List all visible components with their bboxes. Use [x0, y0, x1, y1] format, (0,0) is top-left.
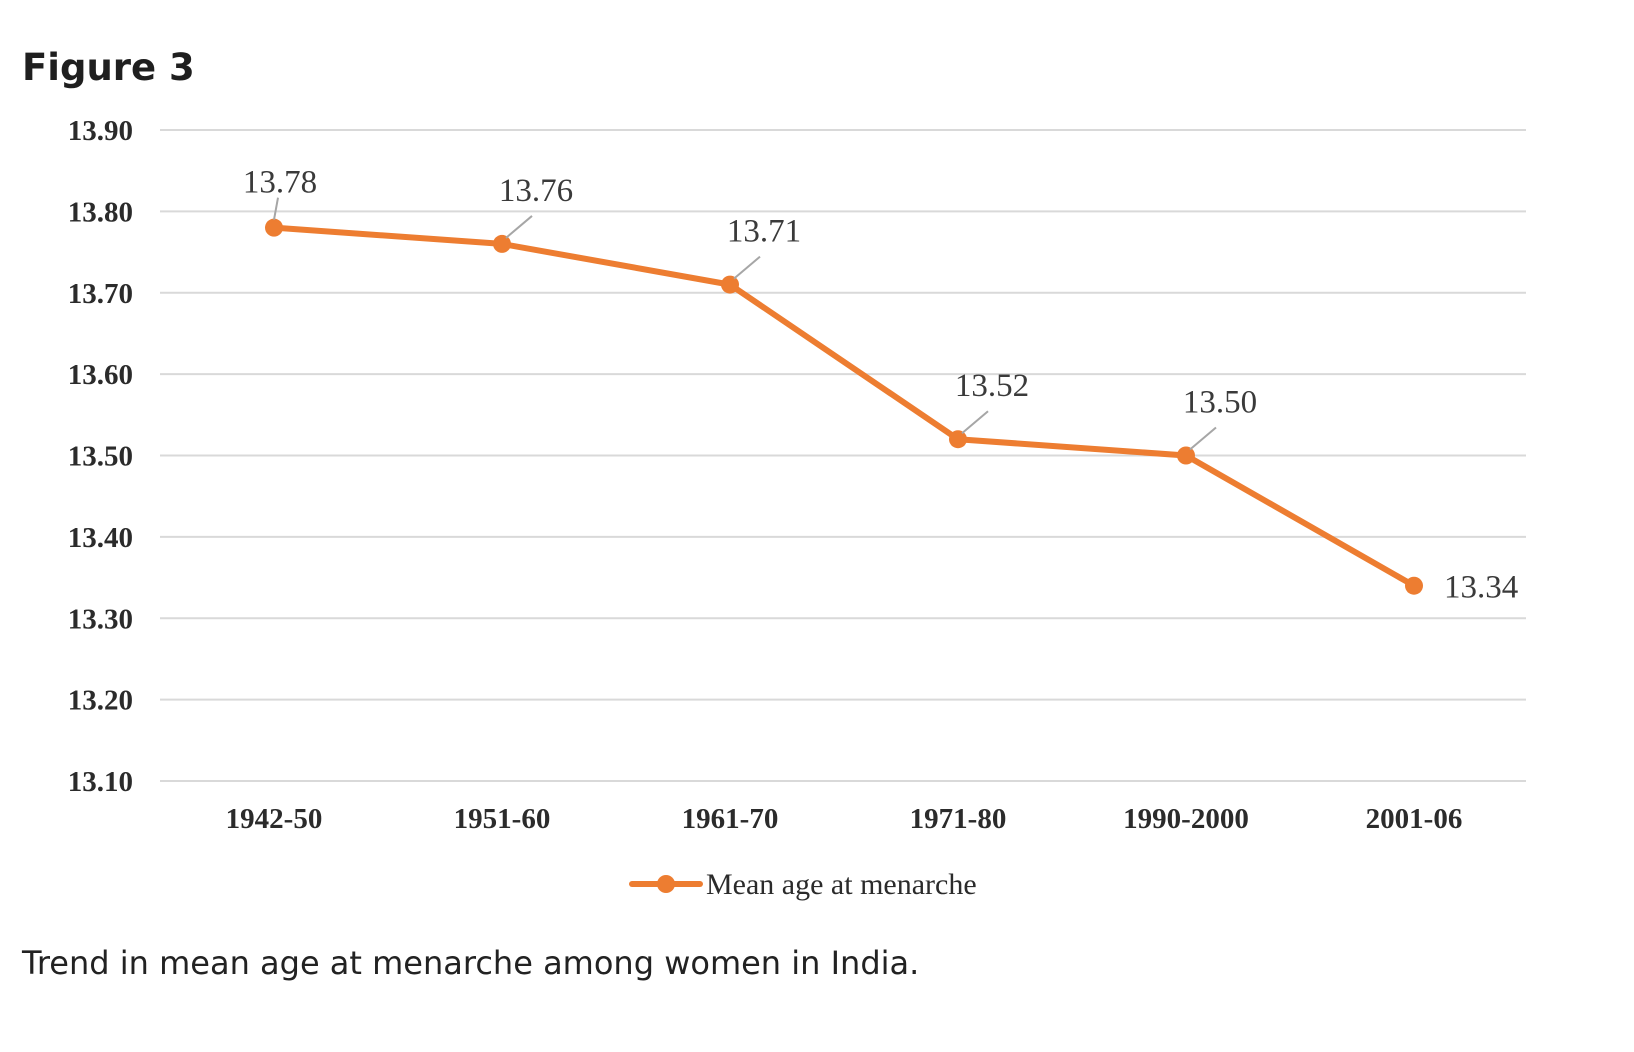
y-tick-label: 13.70 [68, 278, 133, 310]
legend-swatch-marker [657, 875, 675, 893]
y-tick-label: 13.80 [68, 196, 133, 228]
y-tick-label: 13.60 [68, 359, 133, 391]
leader-line [733, 255, 761, 280]
y-tick-label: 13.30 [68, 603, 133, 635]
y-tick-label: 13.20 [68, 685, 133, 717]
data-labels: 13.78 13.76 13.71 13.52 13.50 13.34 [243, 165, 1518, 606]
x-tick-label: 1942-50 [226, 803, 323, 835]
data-point [721, 275, 739, 294]
series-mean-age [265, 218, 1423, 595]
data-label: 13.34 [1444, 570, 1518, 606]
x-tick-label: 1961-70 [682, 803, 779, 835]
data-point [1177, 446, 1195, 465]
legend: Mean age at menarche [629, 868, 977, 901]
y-tick-label: 13.90 [68, 115, 133, 147]
data-label: 13.71 [727, 214, 801, 250]
data-point [265, 218, 283, 237]
figure-caption: Trend in mean age at menarche among wome… [22, 944, 920, 982]
leader-line [961, 410, 989, 434]
y-tick-label: 13.50 [68, 441, 133, 473]
leader-line [1189, 426, 1217, 451]
x-tick-label: 1971-80 [910, 803, 1007, 835]
x-axis-ticks: 1942-50 1951-60 1961-70 1971-80 1990-2000 200… [226, 803, 1463, 835]
y-axis-ticks: 13.90 13.80 13.70 13.60 13.50 13.40 13.30 13.20… [68, 115, 133, 798]
legend-label: Mean age at menarche [706, 868, 977, 901]
gridlines [160, 129, 1526, 782]
x-tick-label: 1990-2000 [1123, 803, 1249, 835]
data-point [949, 430, 967, 449]
x-tick-label: 1951-60 [454, 803, 551, 835]
y-tick-label: 13.10 [68, 766, 133, 798]
series-line [271, 224, 1417, 589]
data-point [493, 234, 511, 253]
data-label: 13.52 [955, 368, 1029, 404]
data-label: 13.50 [1183, 385, 1257, 421]
data-label: 13.76 [499, 173, 573, 209]
data-label: 13.78 [243, 165, 317, 201]
y-tick-label: 13.40 [68, 522, 133, 554]
leader-line [505, 215, 533, 239]
leader-line [273, 197, 279, 220]
line-chart: 13.90 13.80 13.70 13.60 13.50 13.40 13.30 13.20… [68, 115, 1526, 901]
figure-title: Figure 3 [22, 46, 195, 89]
data-point [1405, 576, 1423, 595]
x-tick-label: 2001-06 [1366, 803, 1463, 835]
